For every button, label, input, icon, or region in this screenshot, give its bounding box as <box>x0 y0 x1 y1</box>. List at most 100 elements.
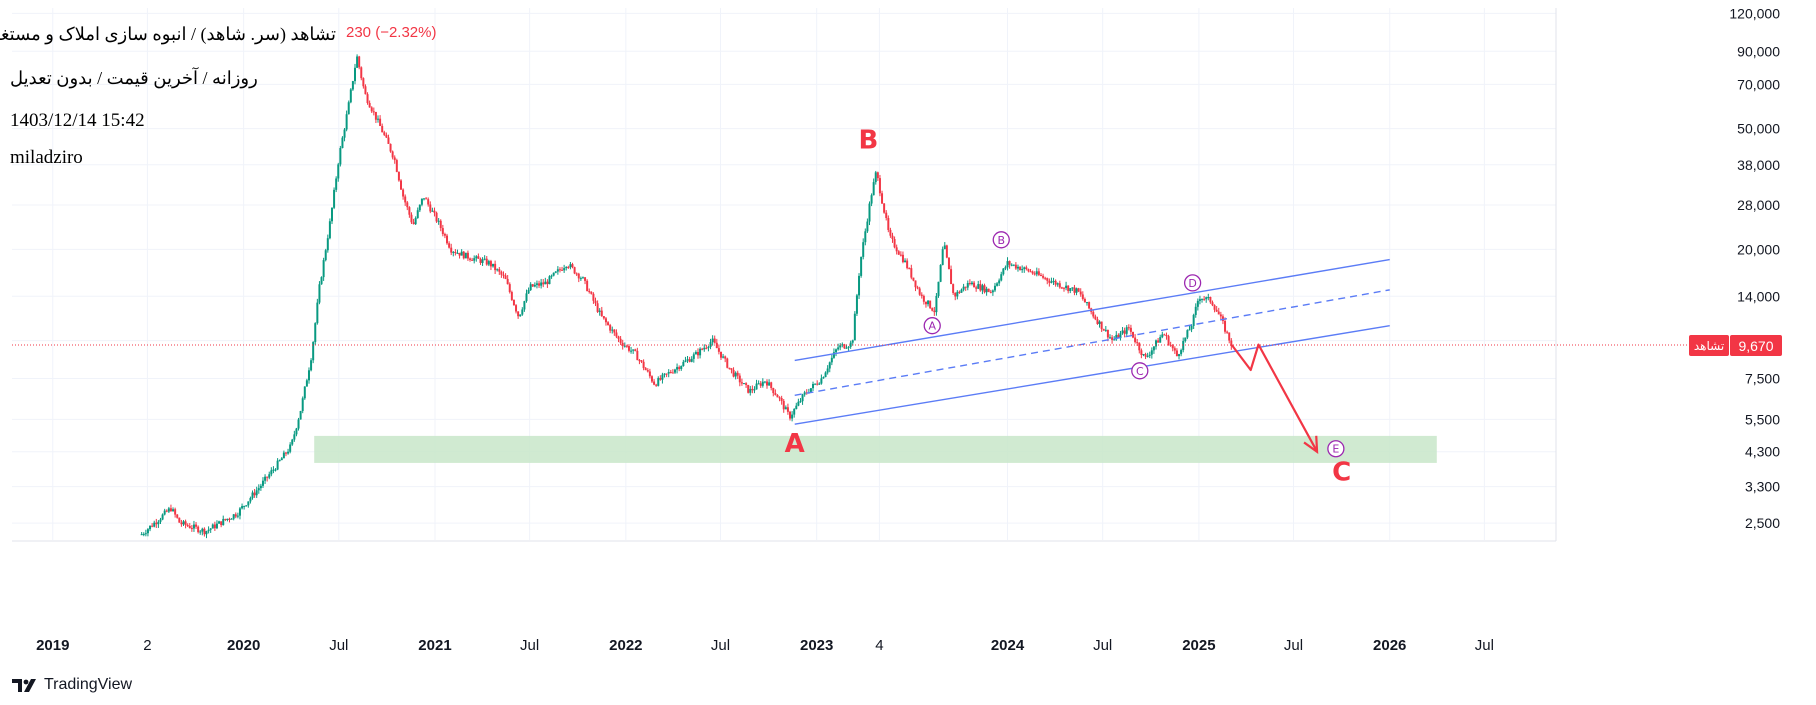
candle-body <box>701 348 704 350</box>
wave-circle-icon <box>923 317 941 335</box>
candle-body <box>241 506 244 509</box>
candle-body <box>347 102 350 115</box>
candle-body <box>195 524 198 527</box>
candle-body <box>749 388 752 393</box>
candle-body <box>345 114 348 130</box>
price-axis[interactable]: 120,000 90,000 70,000 50,000 38,000 28,000 20,… <box>1729 5 1780 531</box>
candle-body <box>512 299 515 306</box>
time-tick-label: 2024 <box>991 637 1025 654</box>
candle-body <box>678 367 681 370</box>
candle-body <box>464 252 467 259</box>
price-candles <box>140 54 1233 539</box>
candle-body <box>786 407 789 412</box>
candle-body <box>1039 274 1042 276</box>
candle-body <box>906 260 909 269</box>
wave-circle-icon <box>1327 440 1345 458</box>
candle-body <box>682 361 685 367</box>
candle-body <box>1092 311 1095 317</box>
candle-body <box>1067 285 1070 292</box>
time-tick-label: 2020 <box>227 637 260 654</box>
candle-body <box>351 81 354 90</box>
candle-body <box>1069 288 1072 292</box>
candle-body <box>437 220 440 222</box>
candle-body <box>502 274 505 276</box>
candle-body <box>1129 327 1132 332</box>
candle-body <box>165 510 168 512</box>
candle-body <box>694 351 697 355</box>
candle-body <box>1062 287 1065 289</box>
wave-circle-icon <box>1131 362 1149 380</box>
candle-body <box>1106 329 1109 338</box>
candle-body <box>966 283 969 288</box>
candle-body <box>993 285 996 291</box>
candle-body <box>939 264 942 282</box>
candle-body <box>1023 267 1026 269</box>
candle-body <box>356 56 359 68</box>
candle-body <box>636 350 639 361</box>
candle-body <box>358 56 361 68</box>
candle-body <box>1155 340 1158 347</box>
candle-body <box>1190 325 1193 330</box>
time-axis[interactable]: 2019 2 2020 Jul 2021 Jul 2022 Jul 2023 4 2024 Jul 20… <box>36 637 1494 654</box>
tradingview-brand[interactable]: TradingView <box>12 676 132 694</box>
candle-body <box>1109 337 1112 339</box>
candle-body <box>146 529 149 534</box>
tradingview-logo-icon <box>12 679 36 692</box>
candle-body <box>772 388 775 394</box>
candle-body <box>692 354 695 359</box>
candle-body <box>400 180 403 190</box>
candle-body <box>910 268 913 278</box>
candle-body <box>272 469 275 471</box>
candle-body <box>835 349 838 353</box>
candle-body <box>1198 299 1201 301</box>
candle-body <box>924 301 927 305</box>
candle-body <box>469 258 472 260</box>
candle-body <box>665 373 668 375</box>
candle-body <box>1014 264 1017 269</box>
candle-body <box>431 210 434 212</box>
candle-body <box>1050 281 1053 283</box>
major-wave-label: C <box>1332 458 1351 488</box>
candle-body <box>1217 311 1220 315</box>
candle-body <box>324 250 327 261</box>
candle-body <box>270 470 273 475</box>
candle-body <box>297 419 300 429</box>
candle-body <box>1213 305 1216 310</box>
candle-body <box>280 458 283 461</box>
candle-body <box>795 405 798 410</box>
candle-body <box>418 204 421 211</box>
candle-body <box>590 291 593 294</box>
candle-body <box>1056 283 1059 285</box>
candle-body <box>824 372 827 378</box>
candle-body <box>446 235 449 244</box>
candle-body <box>843 344 846 349</box>
candle-body <box>1008 261 1011 265</box>
candle-body <box>671 372 674 374</box>
candle-body <box>525 293 528 302</box>
candle-body <box>515 305 518 312</box>
candle-body <box>864 231 867 243</box>
candle-body <box>609 325 612 331</box>
candle-body <box>828 362 831 369</box>
candle-body <box>1173 348 1176 351</box>
candle-body <box>1226 331 1229 333</box>
candle-body <box>893 239 896 248</box>
candle-body <box>218 521 221 524</box>
candle-body <box>144 533 147 535</box>
price-tick-label: 7,500 <box>1745 370 1780 386</box>
candle-body <box>581 277 584 279</box>
candle-body <box>1186 330 1189 338</box>
time-tick-label: 2021 <box>418 637 451 654</box>
candle-body <box>941 249 944 265</box>
candle-body <box>1048 280 1051 283</box>
candle-body <box>878 178 881 194</box>
candle-body <box>897 251 900 255</box>
candle-body <box>1146 355 1149 357</box>
minor-wave-label: A <box>928 320 936 333</box>
candle-body <box>1127 327 1130 329</box>
candle-body <box>663 373 666 375</box>
candle-body <box>266 476 269 478</box>
price-tick-label: 2,500 <box>1745 515 1780 531</box>
price-tick-label: 38,000 <box>1737 157 1780 173</box>
